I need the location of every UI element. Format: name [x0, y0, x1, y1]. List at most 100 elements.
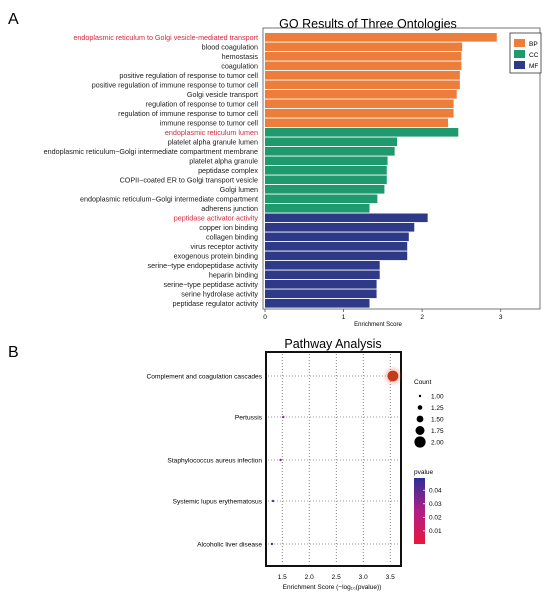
- pathway-chart-title: Pathway Analysis: [284, 337, 381, 351]
- go-bar: [265, 204, 370, 213]
- pathway-point: [279, 458, 282, 462]
- count-legend-dot: [416, 415, 424, 423]
- count-legend-label: 1.00: [431, 394, 444, 401]
- pvalue-colorbar: [414, 478, 425, 544]
- go-category-label: blood coagulation: [202, 43, 258, 52]
- go-x-axis-label: Enrichment Score: [354, 322, 402, 328]
- pvalue-legend-label: 0.01: [429, 528, 442, 535]
- go-category-label: collagen binding: [206, 233, 258, 242]
- go-bar: [265, 147, 395, 156]
- go-bar: [265, 299, 370, 308]
- go-category-label: peptidase activator activity: [174, 214, 259, 223]
- go-bar: [265, 166, 387, 175]
- go-bar: [265, 242, 408, 251]
- go-bar: [265, 175, 387, 185]
- go-category-label: peptidase regulator activity: [173, 299, 259, 308]
- go-bar: [265, 52, 462, 61]
- go-category-label: endoplasmic reticulum−Golgi intermediate…: [80, 195, 258, 204]
- go-legend: BP CC MF: [509, 32, 542, 74]
- go-category-label: endoplasmic reticulum−Golgi intermediate…: [44, 147, 258, 156]
- pathway-label: Pertussis: [235, 415, 263, 422]
- pathway-plot-frame: [265, 351, 402, 567]
- go-legend-swatch: [514, 39, 525, 47]
- pathway-dot-plot: 1.5 2.0 2.5 3.0 3.5 Complement and coagulatio…: [147, 351, 404, 581]
- go-bar: [265, 185, 385, 194]
- pathway-point: [270, 542, 274, 546]
- go-category-label: Golgi vesicle transport: [187, 90, 258, 99]
- go-bar: [265, 270, 380, 280]
- go-bar: [265, 109, 454, 118]
- go-bar: [265, 156, 388, 166]
- pvalue-legend-label: 0.03: [429, 501, 442, 508]
- go-category-label: regulation of immune response to tumor c…: [118, 109, 258, 118]
- go-bar: [265, 261, 380, 270]
- pathway-x-axis-label: Enrichment Score (−log₁₀(pvalue)): [283, 584, 382, 591]
- count-legend-dot: [418, 394, 422, 398]
- pvalue-legend-label: 0.02: [429, 515, 442, 522]
- go-bar: [265, 223, 415, 232]
- pathway-point: [282, 415, 285, 419]
- pathway-point: [271, 499, 275, 503]
- go-plot-frame: [262, 27, 541, 310]
- go-category-label: immune response to tumor cell: [160, 119, 259, 128]
- pathway-x-tick-label: 2.5: [332, 574, 341, 581]
- count-legend-dot: [415, 426, 425, 435]
- go-category-label: coagulation: [221, 62, 258, 71]
- go-bar: [265, 232, 409, 242]
- pathway-x-tick-label: 1.5: [278, 574, 287, 581]
- go-legend-label: CC: [529, 52, 539, 59]
- go-category-label: exogenous protein binding: [174, 252, 258, 261]
- count-legend-label: 2.00: [431, 440, 444, 447]
- go-category-label: serine−type endopeptidase activity: [148, 261, 259, 270]
- go-category-label: positive regulation of immune response t…: [92, 81, 259, 90]
- go-category-label: platelet alpha granule lumen: [168, 138, 258, 147]
- go-category-label: peptidase complex: [198, 166, 258, 175]
- go-bar: [265, 71, 460, 80]
- pathway-label: Systemic lupus erythematosus: [173, 499, 263, 506]
- count-legend-label: 1.25: [431, 405, 444, 412]
- pvalue-legend-title: pvalue: [414, 469, 434, 476]
- go-category-label: COPII−coated ER to Golgi transport vesic…: [120, 176, 258, 185]
- count-legend-label: 1.50: [431, 417, 444, 424]
- go-category-label: heparin binding: [209, 271, 258, 280]
- go-category-label: virus receptor activity: [190, 242, 258, 251]
- go-category-label: Golgi lumen: [220, 185, 258, 194]
- pathway-x-tick-label: 3.5: [386, 574, 395, 581]
- go-legend-swatch: [514, 61, 525, 69]
- go-legend-label: BP: [529, 41, 538, 48]
- go-chart-title: GO Results of Three Ontologies: [279, 17, 457, 31]
- go-bar: [265, 289, 377, 299]
- pathway-point: [387, 370, 399, 382]
- pvalue-color-legend: pvalue 0.04 0.03 0.02 0.01: [414, 469, 442, 544]
- go-x-tick-label: 2: [420, 314, 424, 321]
- go-category-label: positive regulation of response to tumor…: [119, 71, 258, 80]
- go-bar: [265, 80, 460, 90]
- pathway-x-tick-label: 2.0: [305, 574, 314, 581]
- go-bar: [265, 61, 462, 71]
- count-size-legend: Count 1.00 1.25 1.50 1.75 2.00: [414, 379, 444, 448]
- go-bar: [265, 33, 497, 42]
- go-bar: [265, 213, 428, 223]
- go-x-tick-label: 3: [499, 314, 503, 321]
- go-bar: [265, 90, 457, 99]
- go-x-tick-label: 0: [263, 314, 267, 321]
- go-category-label: serine hydrolase activity: [181, 290, 258, 299]
- go-bar-chart: endoplasmic reticulum to Golgi vesicle-m…: [44, 27, 541, 321]
- pathway-label: Complement and coagulation cascades: [147, 374, 263, 381]
- go-bar: [265, 118, 449, 128]
- go-category-label: hemostasis: [222, 52, 259, 61]
- go-bar: [265, 42, 463, 52]
- go-category-label: copper ion binding: [199, 223, 258, 232]
- pathway-label: Staphylococcus aureus infection: [167, 458, 262, 465]
- count-legend-label: 1.75: [431, 428, 444, 435]
- go-bar: [265, 128, 459, 137]
- go-legend-label: MF: [529, 63, 538, 70]
- panel-label-b: B: [8, 344, 19, 361]
- go-category-label: regulation of response to tumor cell: [146, 100, 259, 109]
- go-legend-swatch: [514, 50, 525, 58]
- go-bar: [265, 251, 408, 261]
- go-category-label: platelet alpha granule: [189, 157, 258, 166]
- go-x-tick-label: 1: [342, 314, 346, 321]
- count-legend-title: Count: [414, 379, 432, 386]
